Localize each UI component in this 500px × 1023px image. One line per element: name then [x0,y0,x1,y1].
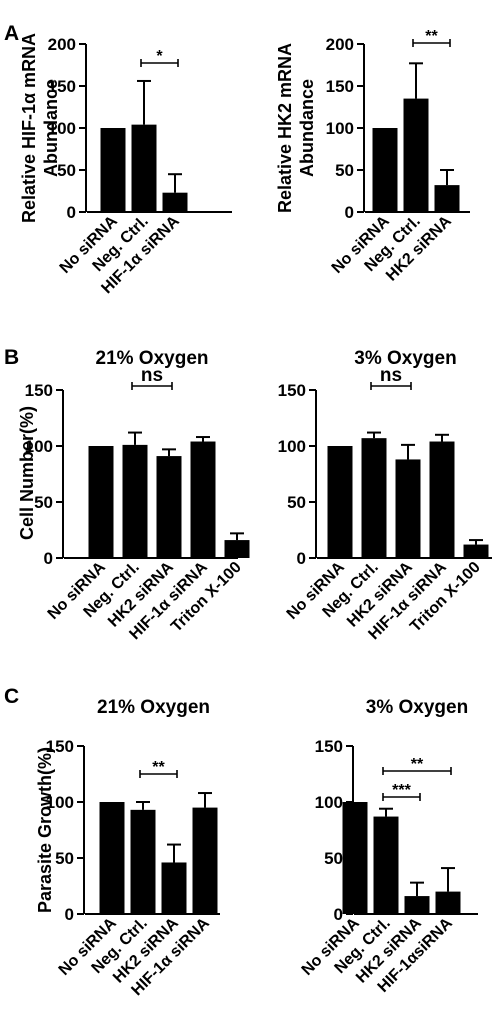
chart1-bar [100,128,126,212]
chart5-bar [130,809,156,914]
chart1-y-axis-label-line: Relative HIF-1α mRNA [19,33,39,223]
chart5-y-tick-label: 50 [55,849,74,868]
chart6-bar [404,896,430,914]
chart6-y-tick-label: 0 [334,905,343,924]
chart3-bar [122,444,148,558]
chart4-y-tick-label: 50 [287,493,306,512]
chart2-bar [434,185,460,212]
chart6-y-tick-label: 50 [324,849,343,868]
chart4-bar [361,438,387,558]
chart1-y-tick-label: 50 [57,161,76,180]
chart3-y-tick-label: 0 [44,549,53,568]
chart6-y-tick-label: 100 [315,793,343,812]
chart3-bar [190,441,216,558]
chart2-y-tick-label: 50 [335,161,354,180]
chart6-bar [435,891,461,914]
chart2-y-axis-label: Relative HK2 mRNA Abundance [275,43,317,213]
chart3-y-tick-label: 50 [34,493,53,512]
chart3-y-axis-label: Cell Number(%) [17,406,37,540]
chart1-y-tick-label: 100 [48,119,76,138]
chart5-title: 21% Oxygen [97,697,210,718]
chart1-bar [162,192,188,212]
chart5-bar [161,862,187,914]
chart4-y-tick-label: 0 [297,549,306,568]
chart6-significance-label: ** [411,756,424,773]
chart3-significance-label: ns [141,365,163,386]
chart5-y-axis-label-line: Parasite Growth(%) [35,747,55,913]
chart3-bar [156,456,182,558]
panel-letter-b: B [4,346,19,369]
chart5-bar [192,807,218,914]
chart4-bar [429,441,455,558]
chart4-bar [395,459,421,558]
chart4-bar [327,446,353,558]
chart3-y-tick-label: 150 [25,381,53,400]
chart5-y-tick-label: 0 [65,905,74,924]
chart5-significance-label: ** [152,759,165,776]
chart2-y-tick-label: 200 [326,35,354,54]
chart2-y-tick-label: 150 [326,77,354,96]
chart2-y-tick-label: 0 [345,203,354,222]
chart6-title: 3% Oxygen [366,697,468,718]
chart1-bar [131,124,157,212]
panel-letter-c: C [4,685,19,708]
chart4-y-tick-label: 100 [278,437,306,456]
chart1-y-tick-label: 200 [48,35,76,54]
chart3-bar [88,446,114,558]
chart1-significance-label: * [156,48,163,65]
chart6-bar [342,802,368,914]
chart3-y-tick-label: 100 [25,437,53,456]
chart5-y-tick-label: 100 [46,793,74,812]
chart4-significance-label: ns [380,365,402,386]
chart4-title: 3% Oxygen [354,348,456,369]
chart5-y-axis-label: Parasite Growth(%) [35,747,55,913]
chart2-bar [403,98,429,212]
chart1-y-axis-label-line: Abundance [41,79,61,177]
chart1-y-tick-label: 150 [48,77,76,96]
panel-letter-a: A [4,22,19,45]
chart5-y-tick-label: 150 [46,737,74,756]
chart5-bar [99,802,125,914]
chart2-y-axis-label-line: Abundance [297,79,317,177]
chart3-bar [224,540,250,558]
chart6-significance-label: *** [392,782,411,799]
chart2-significance-label: ** [425,28,438,45]
chart2-bar [372,128,398,212]
chart2-y-axis-label-line: Relative HK2 mRNA [275,43,295,213]
chart4-y-tick-label: 150 [278,381,306,400]
chart3-title: 21% Oxygen [96,348,209,369]
chart6-y-tick-label: 150 [315,737,343,756]
chart2-y-tick-label: 100 [326,119,354,138]
chart6-bar [373,816,399,914]
chart4-bar [463,544,489,558]
chart1-y-tick-label: 0 [67,203,76,222]
chart3-y-axis-label-line: Cell Number(%) [17,406,37,540]
chart1-y-axis-label: Relative HIF-1α mRNA Abundance [19,33,61,223]
